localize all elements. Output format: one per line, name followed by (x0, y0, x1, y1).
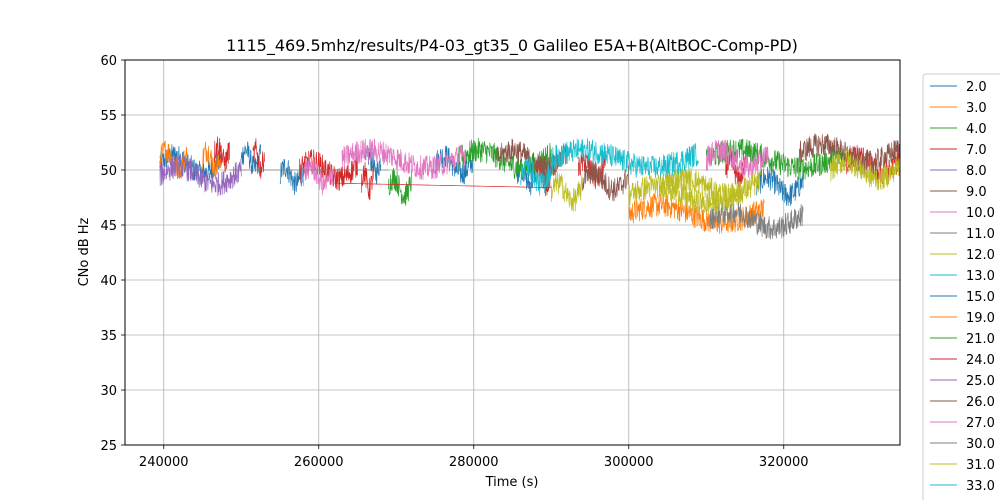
series-line (709, 198, 804, 240)
y-tick-label: 50 (100, 164, 117, 179)
x-tick-label: 320000 (759, 455, 809, 470)
legend-label: 31.0 (966, 458, 995, 473)
series-line (550, 171, 583, 212)
series-line (829, 149, 901, 191)
y-tick-label: 25 (100, 439, 117, 454)
series-line (756, 166, 804, 206)
series-line (302, 154, 335, 196)
y-tick-label: 60 (100, 54, 117, 69)
x-tick-label: 280000 (449, 455, 499, 470)
series-line (252, 138, 265, 179)
legend-label: 7.0 (966, 143, 987, 158)
series-line (550, 137, 699, 180)
series-11.0 (229, 169, 804, 240)
legend-label: 25.0 (966, 374, 995, 389)
legend: 2.0 3.0 4.0 7.0 8.0 9.0 10.0 11.0 12.0 13.0 15.0 19… (922, 73, 1000, 500)
legend-label: 11.0 (966, 227, 995, 242)
series-33.0 (550, 137, 699, 180)
x-tick-label: 260000 (294, 455, 344, 470)
series-line (213, 136, 230, 173)
legend-label: 21.0 (966, 332, 995, 347)
series-line (361, 162, 374, 200)
series-line (159, 154, 242, 197)
series-line (299, 149, 358, 191)
legend-label: 2.0 (966, 80, 987, 95)
series-lines (159, 133, 901, 240)
series-line (581, 160, 630, 202)
series-line (496, 138, 568, 181)
x-axis-label: Time (s) (485, 475, 539, 490)
legend-label: 4.0 (966, 122, 987, 137)
series-line (520, 157, 552, 196)
plot-area (125, 60, 900, 445)
series-line (279, 158, 304, 196)
legend-label: 12.0 (966, 248, 995, 263)
series-10.0 (302, 138, 769, 196)
legend-label: 27.0 (966, 416, 995, 431)
legend-label: 3.0 (966, 101, 987, 116)
legend-label: 30.0 (966, 437, 995, 452)
series-line (334, 182, 552, 188)
series-line (341, 138, 467, 180)
series-line (705, 139, 769, 180)
y-tick-label: 40 (100, 274, 117, 289)
chart-title: 1115_469.5mhz/results/P4-03_gt35_0 Galil… (226, 36, 798, 56)
series-line (240, 141, 261, 175)
series-31.0 (628, 174, 746, 215)
series-line (388, 167, 413, 206)
legend-label: 33.0 (966, 479, 995, 494)
x-tick-label: 300000 (604, 455, 654, 470)
series-line (628, 174, 746, 215)
legend-label: 19.0 (966, 311, 995, 326)
y-tick-label: 45 (100, 219, 117, 234)
series-8.0 (159, 154, 242, 197)
legend-frame (922, 73, 1000, 500)
plot-frame (124, 59, 901, 446)
axis-ticks: 240000 260000 280000 300000 320000 25 30 35 40 45… (100, 54, 808, 470)
y-tick-label: 55 (100, 109, 117, 124)
series-13.0 (520, 157, 552, 196)
series-line (202, 141, 223, 180)
y-axis-label: CNo dB Hz (77, 217, 92, 286)
legend-label: 26.0 (966, 395, 995, 410)
legend-label: 24.0 (966, 353, 995, 368)
legend-label: 8.0 (966, 164, 987, 179)
legend-label: 9.0 (966, 185, 987, 200)
y-tick-label: 30 (100, 384, 117, 399)
x-tick-label: 240000 (139, 455, 189, 470)
legend-label: 13.0 (966, 269, 995, 284)
series-24.0 (334, 182, 552, 188)
legend-label: 10.0 (966, 206, 995, 221)
y-tick-label: 35 (100, 329, 117, 344)
legend-label: 15.0 (966, 290, 995, 305)
